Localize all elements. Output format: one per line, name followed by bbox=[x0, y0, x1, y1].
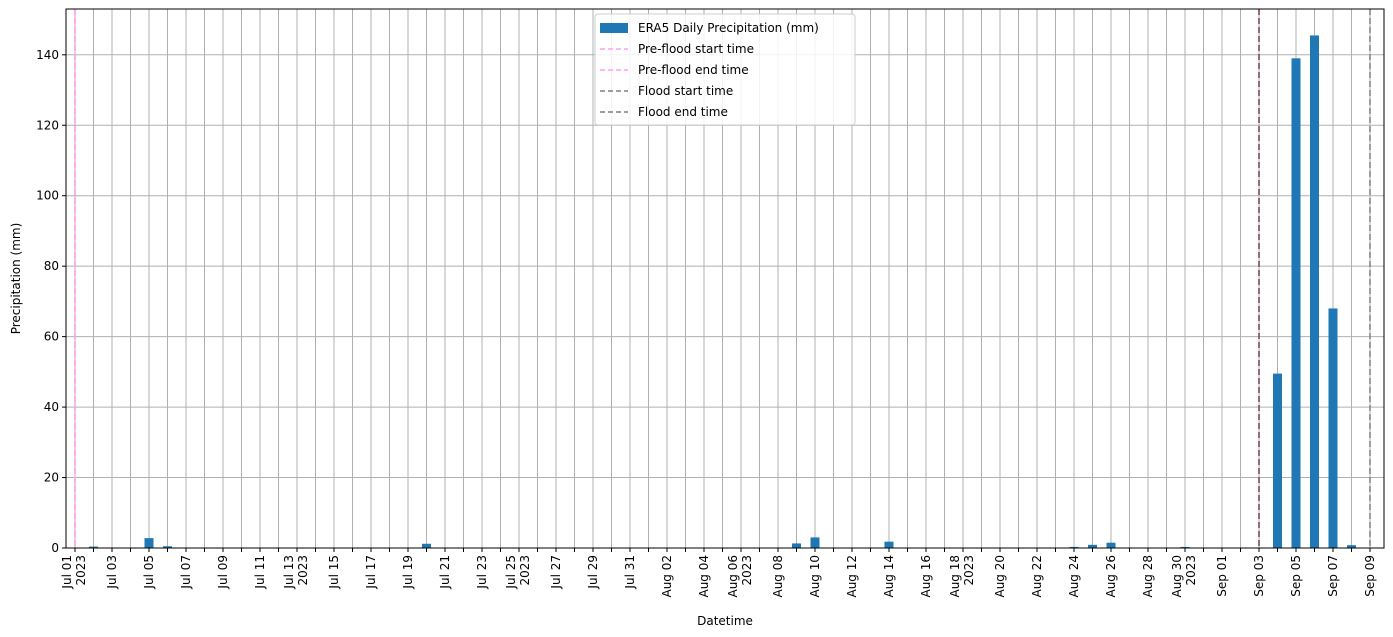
legend-label: Pre-flood start time bbox=[638, 42, 754, 56]
precip-bar bbox=[810, 537, 820, 548]
x-tick-label: Aug 12 bbox=[845, 555, 859, 598]
x-tick-label: Aug 24 bbox=[1067, 555, 1081, 598]
x-tick-year-label: 2023 bbox=[1184, 555, 1198, 586]
precip-bar bbox=[422, 543, 431, 548]
x-tick-label: Sep 05 bbox=[1289, 555, 1303, 597]
x-tick-label: Jul 23 bbox=[475, 555, 489, 590]
x-tick-label: Aug 04 bbox=[697, 555, 711, 598]
y-tick-label: 20 bbox=[44, 471, 59, 485]
x-tick-label: Jul 11 bbox=[253, 555, 267, 590]
legend-label: Flood start time bbox=[638, 84, 733, 98]
x-tick-year-label: 2023 bbox=[74, 555, 88, 586]
x-tick-label: Jul 19 bbox=[401, 555, 415, 590]
x-tick-label: Jul 25 bbox=[504, 555, 518, 590]
grid-layer bbox=[66, 9, 1384, 549]
x-tick-label: Jul 09 bbox=[216, 555, 230, 590]
x-tick-label: Jul 01 bbox=[60, 555, 74, 590]
x-tick-label: Jul 07 bbox=[179, 555, 193, 590]
legend-label: Flood end time bbox=[638, 105, 728, 119]
x-tick-label: Jul 15 bbox=[327, 555, 341, 590]
precip-bar bbox=[1273, 373, 1282, 548]
precip-bar bbox=[1310, 35, 1319, 548]
x-tick-year-label: 2023 bbox=[296, 555, 310, 586]
precip-bar bbox=[1328, 308, 1338, 548]
y-tick-label: 40 bbox=[44, 400, 59, 414]
precip-bar bbox=[163, 546, 172, 548]
x-tick-label: Jul 17 bbox=[364, 555, 378, 590]
precip-bar bbox=[1291, 58, 1301, 549]
y-tick-label: 0 bbox=[51, 541, 59, 555]
bars-layer bbox=[89, 35, 1356, 549]
x-tick-label: Jul 27 bbox=[549, 555, 563, 590]
y-axis-label: Precipitation (mm) bbox=[9, 223, 23, 335]
x-axis: Jul 01 2023 Jul 03 Jul 05 Jul 07 Jul 09 Jul 11… bbox=[60, 548, 1377, 598]
x-tick-label: Aug 06 bbox=[726, 555, 740, 598]
legend-label: Pre-flood end time bbox=[638, 63, 749, 77]
x-tick-year-label: 2023 bbox=[518, 555, 532, 586]
x-tick-label: Aug 22 bbox=[1030, 555, 1044, 598]
x-tick-label: Aug 14 bbox=[882, 555, 896, 598]
x-tick-label: Jul 21 bbox=[438, 555, 452, 590]
x-tick-label: Aug 26 bbox=[1104, 555, 1118, 598]
x-tick-label: Sep 07 bbox=[1326, 555, 1340, 597]
x-tick-year-label: 2023 bbox=[962, 555, 976, 586]
x-tick-label: Aug 28 bbox=[1141, 555, 1155, 598]
precip-bar bbox=[884, 541, 894, 548]
precip-bar bbox=[1347, 545, 1356, 548]
y-tick-label: 80 bbox=[44, 259, 59, 273]
precip-bar bbox=[1069, 546, 1079, 548]
x-tick-label: Aug 20 bbox=[993, 555, 1007, 598]
x-tick-label: Jul 31 bbox=[623, 555, 637, 590]
x-axis-label: Datetime bbox=[697, 614, 753, 628]
y-tick-label: 100 bbox=[36, 189, 59, 203]
y-tick-label: 60 bbox=[44, 330, 59, 344]
legend-label: ERA5 Daily Precipitation (mm) bbox=[638, 21, 819, 35]
precip-bar bbox=[1106, 542, 1116, 548]
precip-bar bbox=[1180, 546, 1190, 548]
x-tick-label: Jul 13 bbox=[282, 555, 296, 590]
y-axis: 0 20 40 60 80 100 120 140 bbox=[36, 48, 66, 555]
x-tick-label: Aug 18 bbox=[948, 555, 962, 598]
x-tick-label: Sep 03 bbox=[1252, 555, 1266, 597]
x-tick-label: Jul 29 bbox=[586, 555, 600, 590]
precip-bar bbox=[89, 546, 98, 548]
precip-bar bbox=[792, 543, 801, 548]
x-tick-label: Aug 10 bbox=[808, 555, 822, 598]
legend-box bbox=[594, 13, 856, 126]
x-tick-label: Aug 02 bbox=[660, 555, 674, 598]
precip-bar bbox=[144, 538, 154, 548]
x-tick-label: Jul 05 bbox=[142, 555, 156, 590]
x-tick-label: Aug 08 bbox=[771, 555, 785, 598]
x-tick-label: Sep 09 bbox=[1363, 555, 1377, 597]
y-tick-label: 140 bbox=[36, 48, 59, 62]
x-tick-label: Sep 01 bbox=[1215, 555, 1229, 597]
x-tick-label: Aug 16 bbox=[919, 555, 933, 598]
x-tick-label: Jul 03 bbox=[105, 555, 119, 590]
plot-frame bbox=[65, 8, 1385, 549]
x-tick-year-label: 2023 bbox=[740, 555, 754, 586]
y-tick-label: 120 bbox=[36, 118, 59, 132]
x-tick-label: Aug 30 bbox=[1170, 555, 1184, 598]
precip-bar bbox=[1088, 544, 1097, 548]
legend-swatch-bar bbox=[600, 23, 628, 33]
legend: ERA5 Daily Precipitation (mm) Pre-flood s… bbox=[594, 13, 856, 126]
